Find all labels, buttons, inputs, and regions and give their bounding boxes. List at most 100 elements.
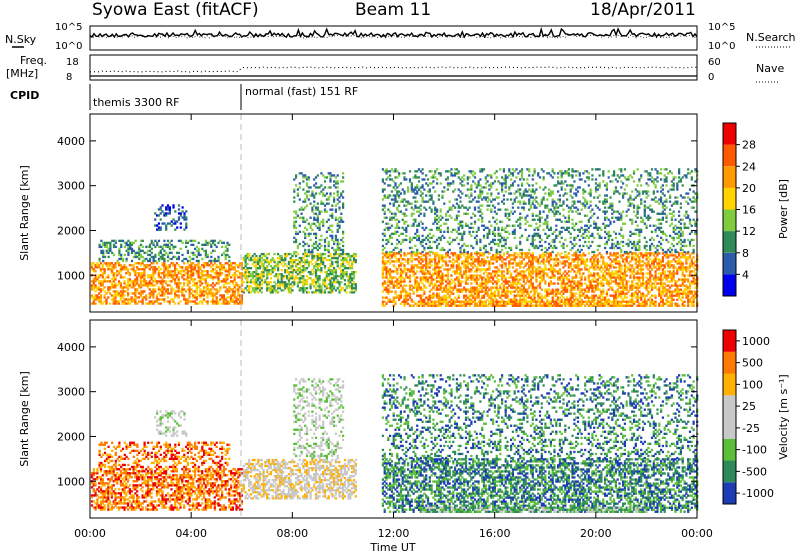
echo-cell — [663, 266, 666, 269]
echo-cell — [455, 298, 459, 301]
echo-cell — [421, 254, 424, 257]
echo-cell — [179, 282, 182, 285]
echo-cell — [237, 266, 240, 269]
echo-cell — [307, 190, 310, 193]
echo-cell — [670, 278, 674, 281]
echo-cell — [517, 272, 520, 275]
echo-cell — [511, 278, 515, 281]
echo-cell — [159, 212, 162, 215]
echo-cell — [573, 292, 576, 295]
echo-cell — [383, 268, 386, 271]
echo-cell — [405, 268, 408, 271]
echo-cell — [557, 296, 560, 299]
echo-cell — [607, 256, 610, 259]
echo-cell — [226, 243, 229, 247]
echo-cell — [137, 292, 141, 295]
echo-cell — [594, 284, 598, 287]
echo-cell — [168, 264, 171, 267]
echo-cell — [154, 280, 157, 283]
echo-cell — [466, 254, 469, 257]
echo-cell — [102, 255, 105, 259]
echo-cell — [334, 204, 338, 207]
echo-cell — [347, 260, 350, 264]
echo-cell — [336, 228, 339, 232]
echo-cell — [389, 286, 392, 289]
echo-cell — [401, 288, 404, 291]
echo-cell — [340, 275, 343, 278]
echo-cell — [531, 262, 534, 265]
echo-cell — [352, 256, 356, 260]
echo-cell — [403, 266, 406, 269]
echo-cell — [520, 274, 524, 277]
echo-cell — [594, 264, 598, 267]
echo-cell — [520, 256, 524, 259]
echo-cell — [197, 264, 200, 267]
echo-cell — [385, 272, 388, 275]
echo-cell — [302, 283, 305, 286]
echo-cell — [322, 260, 325, 264]
echo-cell — [423, 292, 426, 295]
echo-cell — [576, 268, 580, 271]
echo-cell — [564, 286, 567, 289]
echo-cell — [282, 277, 285, 280]
echo-cell — [119, 282, 123, 285]
echo-cell — [618, 278, 621, 281]
echo-cell — [325, 271, 329, 274]
echo-cell — [166, 255, 170, 259]
echo-cell — [600, 292, 603, 295]
echo-cell — [519, 274, 522, 277]
echo-cell — [125, 284, 128, 287]
echo-cell — [159, 251, 162, 255]
echo-cell — [683, 256, 686, 259]
echo-cell — [237, 290, 240, 293]
echo-cell — [267, 287, 271, 290]
echo-cell — [150, 292, 153, 295]
echo-cell — [663, 282, 666, 285]
echo-cell — [454, 284, 457, 287]
echo-cell — [650, 298, 654, 301]
echo-cell — [416, 294, 419, 297]
echo-cell — [529, 282, 533, 285]
echo-cell — [618, 266, 621, 269]
echo-cell — [688, 288, 692, 291]
echo-cell — [593, 280, 596, 283]
echo-cell — [323, 210, 327, 213]
echo-cell — [661, 292, 665, 295]
echo-cell — [125, 290, 128, 293]
echo-cell — [450, 278, 453, 281]
echo-cell — [656, 268, 659, 271]
echo-cell — [425, 258, 428, 261]
echo-cell — [134, 251, 137, 255]
echo-cell — [537, 268, 540, 271]
echo-cell — [192, 243, 195, 247]
echo-cell — [654, 304, 657, 307]
echo-cell — [114, 298, 117, 301]
echo-cell — [186, 300, 189, 303]
echo-cell — [647, 262, 650, 265]
echo-cell — [501, 304, 504, 307]
echo-cell — [302, 220, 305, 223]
echo-cell — [94, 302, 97, 305]
echo-cell — [211, 270, 215, 273]
echo-cell — [309, 232, 312, 236]
echo-cell — [443, 288, 446, 291]
echo-cell — [627, 256, 630, 259]
echo-cell — [557, 262, 560, 265]
echo-cell — [300, 281, 303, 284]
echo-cell — [210, 239, 213, 243]
echo-cell — [221, 294, 224, 297]
echo-cell — [201, 290, 204, 293]
echo-cell — [495, 280, 498, 283]
echo-cell — [246, 289, 249, 292]
echo-cell — [555, 260, 558, 263]
echo-cell — [407, 298, 410, 301]
echo-cell — [230, 276, 233, 279]
echo-cell — [627, 262, 630, 265]
echo-cell — [190, 264, 193, 267]
echo-cell — [222, 266, 226, 269]
echo-cell — [407, 270, 410, 273]
echo-cell — [667, 296, 670, 299]
echo-cell — [649, 278, 652, 281]
echo-cell — [681, 278, 684, 281]
echo-cell — [183, 284, 186, 287]
